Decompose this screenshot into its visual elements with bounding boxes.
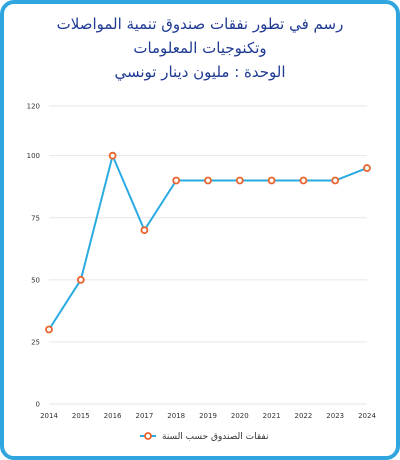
y-tick-label: 75	[31, 214, 40, 222]
chart-title-line-2: وتكنوجيات المعلومات	[133, 39, 267, 57]
legend-label: نفقات الصندوق حسب السنة	[162, 432, 268, 442]
x-tick-label: 2015	[72, 412, 90, 420]
y-tick-label: 100	[27, 152, 40, 160]
x-axis-ticks: 2014 2015 2016 2017 2018 2019 2020 2021 2022 2023…	[40, 412, 376, 420]
x-tick-label: 2022	[294, 412, 312, 420]
x-tick-label: 2019	[199, 412, 217, 420]
data-point	[299, 176, 308, 185]
data-point	[204, 176, 212, 185]
data-point	[363, 164, 371, 172]
chart-title-line-3: الوحدة : مليون دينار تونسي	[114, 63, 286, 81]
legend: نفقات الصندوق حسب السنة	[140, 432, 268, 442]
y-tick-label: 120	[27, 103, 40, 111]
series-markers	[45, 151, 371, 334]
data-point	[235, 176, 244, 185]
x-tick-label: 2024	[358, 412, 376, 420]
data-point	[267, 176, 276, 185]
data-point	[172, 176, 181, 185]
x-tick-label: 2023	[326, 412, 344, 420]
x-tick-label: 2021	[263, 412, 281, 420]
x-tick-label: 2020	[231, 412, 249, 420]
legend-marker-swatch	[144, 432, 152, 440]
y-axis-ticks: 0 25 50 75 100 120	[27, 103, 40, 409]
x-tick-label: 2014	[40, 412, 58, 420]
x-tick-label: 2016	[104, 412, 122, 420]
data-point	[76, 275, 85, 284]
y-tick-label: 50	[31, 276, 40, 284]
y-tick-label: 0	[36, 401, 40, 409]
x-tick-label: 2017	[135, 412, 153, 420]
data-point	[108, 151, 117, 160]
y-tick-label: 25	[31, 338, 40, 346]
chart-title-line-1: رسم في تطور نفقات صندوق تنمية المواصلات	[56, 15, 344, 33]
grid-lines	[49, 105, 367, 405]
data-point	[45, 325, 53, 334]
data-point	[331, 176, 340, 185]
data-point	[140, 226, 149, 235]
x-tick-label: 2018	[167, 412, 185, 420]
